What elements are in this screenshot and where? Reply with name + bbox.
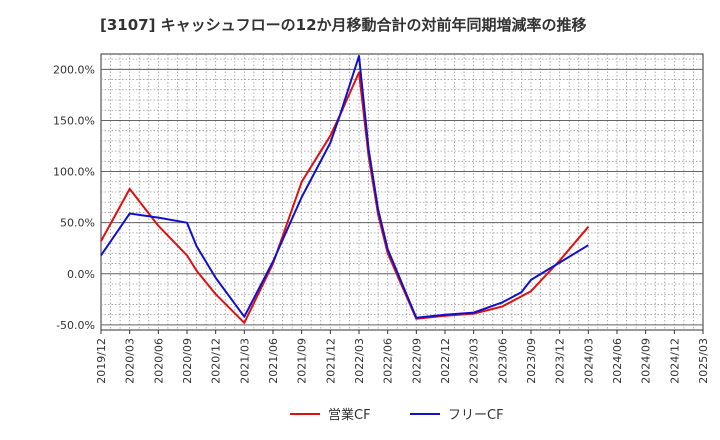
y-tick-label: 200.0% [53, 63, 95, 76]
legend: 営業CF フリーCF [290, 407, 504, 423]
legend-label: フリーCF [448, 408, 504, 423]
x-tick-label: 2022/03 [353, 338, 366, 384]
x-tick-label: 2020/06 [152, 338, 165, 384]
series-line-operating-cf [100, 71, 590, 324]
x-tick-label: 2022/06 [382, 338, 395, 384]
x-tick-label: 2024/09 [640, 338, 653, 384]
grid-layer [100, 53, 704, 331]
x-tick-label: 2023/09 [525, 338, 538, 384]
x-tick-label: 2021/09 [296, 338, 309, 384]
x-tick-label: 2020/03 [124, 338, 137, 384]
x-tick-label: 2025/03 [697, 338, 710, 384]
x-tick-label: 2022/09 [410, 338, 423, 384]
series-layer [100, 55, 590, 324]
x-tick-label: 2024/03 [582, 338, 595, 384]
x-tick-label: 2023/12 [554, 338, 567, 384]
x-tick-label: 2022/12 [439, 338, 452, 384]
y-tick-label: 50.0% [60, 217, 95, 230]
x-tick-label: 2021/12 [324, 338, 337, 384]
y-tick-label: 150.0% [53, 114, 95, 127]
x-tick-label: 2023/06 [496, 338, 509, 384]
x-tick-label: 2021/03 [238, 338, 251, 384]
x-tick-label: 2021/06 [267, 338, 280, 384]
x-tick-label: 2019/12 [95, 338, 108, 384]
x-tick-label: 2024/06 [611, 338, 624, 384]
chart-title: [3107] キャッシュフローの12か月移動合計の対前年同期増減率の推移 [100, 16, 587, 34]
x-tick-label: 2024/12 [668, 338, 681, 384]
axis-layer: 200.0% 150.0% 100.0% 50.0% 0.0% -50.0%2019/12… [53, 63, 710, 383]
x-tick-label: 2023/03 [468, 338, 481, 384]
y-tick-label: -50.0% [56, 319, 95, 332]
x-tick-label: 2020/09 [181, 338, 194, 384]
x-tick-label: 2020/12 [210, 338, 223, 384]
y-tick-label: 0.0% [67, 268, 95, 281]
y-tick-label: 100.0% [53, 166, 95, 179]
legend-label: 営業CF [328, 407, 371, 423]
series-line-free-cf [100, 55, 589, 319]
